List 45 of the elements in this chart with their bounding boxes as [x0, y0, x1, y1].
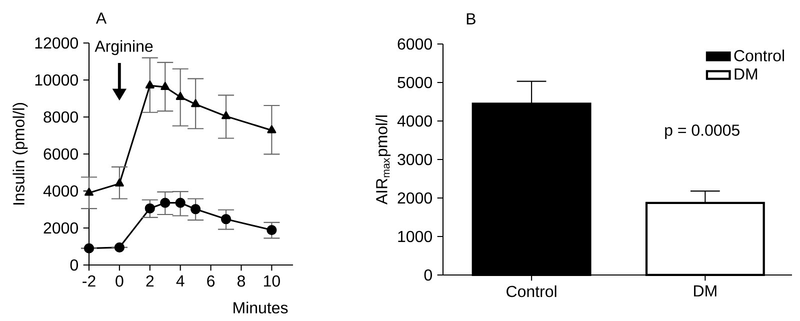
point: [175, 198, 186, 208]
annotation: p = 0.0005: [665, 124, 740, 140]
y-tick-label: 10000: [35, 74, 78, 86]
point: [267, 125, 276, 134]
y-tick-label: 5000: [398, 76, 432, 88]
point: [160, 198, 170, 208]
point: [84, 243, 94, 254]
legend-label: Control: [734, 50, 784, 62]
point: [145, 80, 154, 88]
point: [190, 204, 201, 214]
x-tick-label: 4: [176, 275, 184, 286]
point: [176, 92, 185, 100]
y-tick-label: 6000: [398, 38, 432, 50]
point: [144, 203, 155, 214]
point: [160, 82, 170, 90]
x-tick-label: 0: [116, 275, 124, 287]
y-tick-label: 0: [70, 259, 78, 271]
point: [266, 224, 277, 236]
y-tick-label: 4000: [43, 185, 78, 197]
y-tick-label: 2000: [398, 192, 432, 204]
y-tick-label: 3000: [398, 154, 432, 166]
point: [191, 99, 200, 108]
y-tick-label: 6000: [44, 148, 78, 160]
chart-title: A: [96, 12, 107, 24]
y-tick-label: 8000: [44, 111, 78, 123]
point: [222, 111, 231, 120]
y-tick-label: 12000: [35, 37, 78, 49]
x-tick-label: 8: [237, 275, 245, 287]
y-tick-label: 4000: [397, 115, 432, 127]
x-axis-title: Minutes: [234, 302, 288, 314]
x-tick-label: 2: [146, 275, 154, 287]
x-tick-label: -2: [82, 275, 96, 287]
point: [220, 214, 232, 224]
y-tick-label: 2000: [44, 222, 78, 234]
annotation: Arginine: [94, 40, 153, 56]
x-tick-label: 10: [264, 275, 280, 287]
legend-label: DM: [734, 68, 758, 80]
point: [114, 242, 125, 252]
y-axis-title: AIR$_{max}$pmol/l: [376, 115, 391, 205]
point: [114, 178, 124, 187]
point: [84, 188, 94, 196]
y-tick-label: 1000: [398, 230, 432, 242]
y-axis-title: Insulin (pmol/l): [12, 103, 28, 205]
x-tick-label: 6: [207, 275, 215, 287]
chart-title: B: [466, 13, 476, 24]
